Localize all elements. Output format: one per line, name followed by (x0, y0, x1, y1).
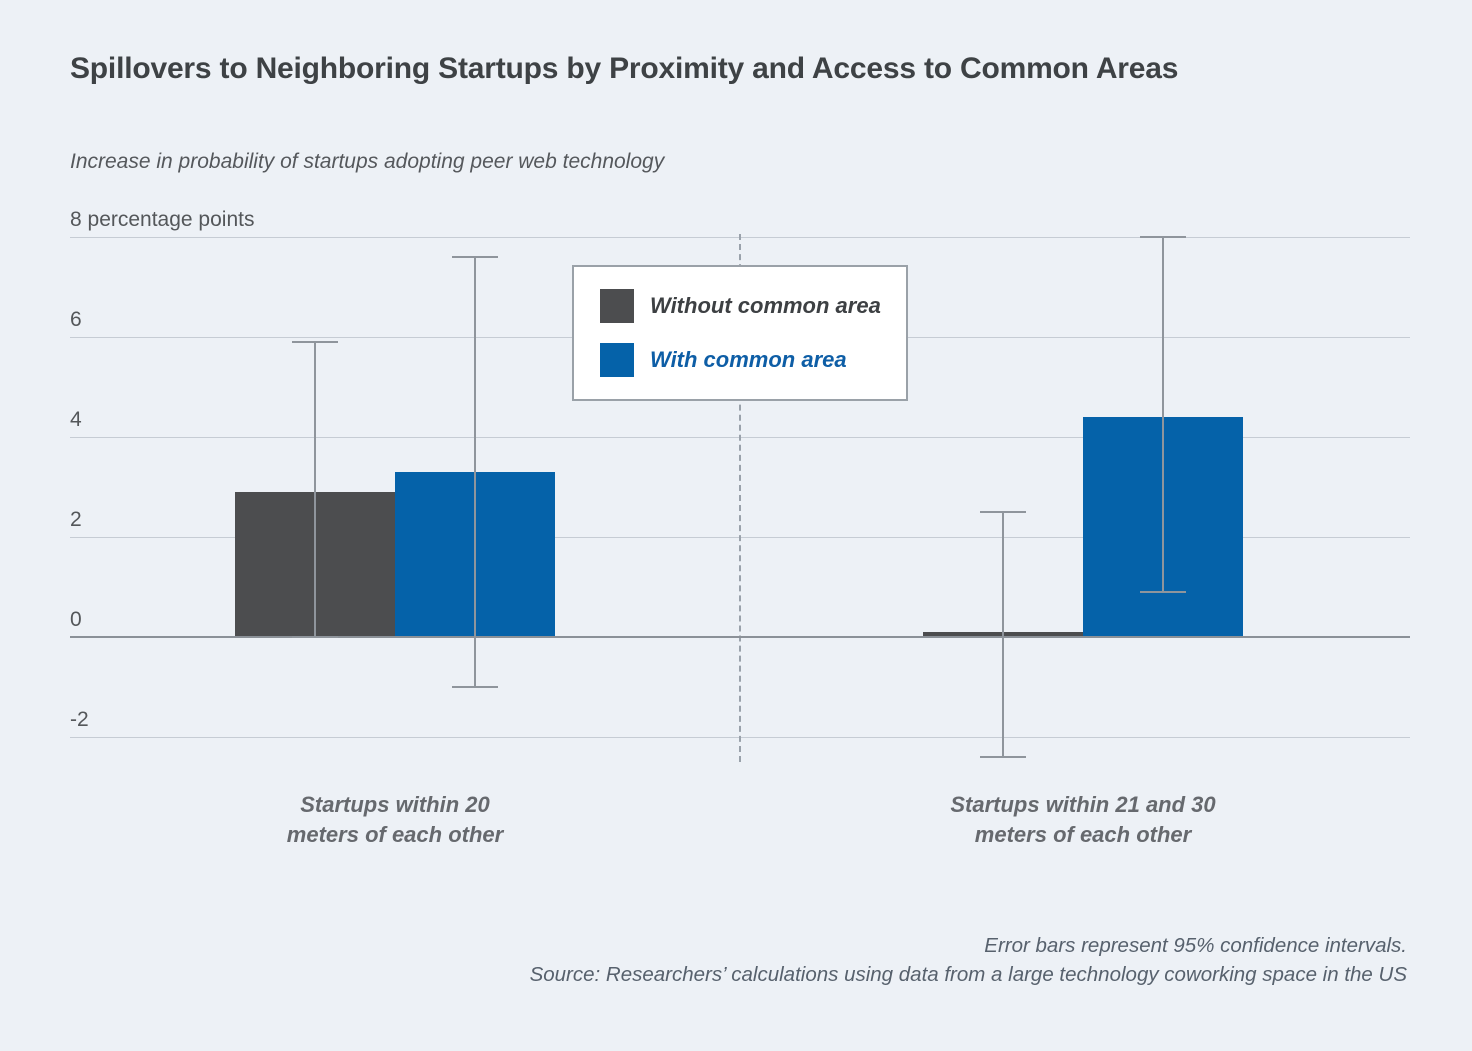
error-bar-cap-bottom-with-common-area-group2 (1140, 591, 1186, 593)
chart-subtitle: Increase in probability of startups adop… (70, 150, 665, 173)
error-bar-note: Error bars represent 95% confidence inte… (984, 934, 1407, 957)
y-tick-label-2: 2 (70, 508, 82, 531)
error-bar-line-with-common-area-group1 (474, 257, 476, 687)
source-note: Source: Researchers’ calculations using … (529, 963, 1407, 987)
error-bar-cap-top-without-common-area-group2 (980, 511, 1026, 513)
legend-swatch-with-common-area (600, 343, 634, 377)
error-bar-cap-top-with-common-area-group1 (452, 256, 498, 258)
error-bar-cap-bottom-without-common-area-group2 (980, 756, 1026, 758)
legend-label-without-common-area: Without common area (650, 293, 881, 318)
y-tick-label-0: 0 (70, 608, 82, 631)
x-axis-zero-line (70, 636, 1410, 638)
legend-item-without-common-area: Without common area (600, 289, 906, 323)
category-label-21-and-30-meters: Startups within 21 and 30 meters of each… (950, 792, 1216, 848)
error-bar-cap-top-with-common-area-group2 (1140, 236, 1186, 238)
legend-label-with-common-area: With common area (650, 347, 847, 372)
y-tick-label-8: 8 percentage points (70, 208, 255, 231)
group-divider-dashed-line (739, 234, 741, 762)
legend-item-with-common-area: With common area (600, 343, 906, 377)
footnotes: Error bars represent 95% confidence inte… (530, 931, 1407, 989)
chart-title: Spillovers to Neighboring Startups by Pr… (70, 52, 1179, 85)
legend: Without common area With common area (572, 265, 908, 401)
error-bar-line-without-common-area-group2 (1002, 512, 1004, 757)
error-bar-cap-bottom-without-common-area-group1 (292, 636, 338, 638)
error-bar-cap-top-without-common-area-group1 (292, 341, 338, 343)
y-tick-label-4: 4 (70, 408, 82, 431)
category-label-within-20-meters: Startups within 20 meters of each other (286, 792, 504, 848)
legend-swatch-without-common-area (600, 289, 634, 323)
error-bar-line-with-common-area-group2 (1162, 237, 1164, 592)
error-bar-cap-bottom-with-common-area-group1 (452, 686, 498, 688)
y-tick-label-6: 6 (70, 308, 82, 331)
error-bar-line-without-common-area-group1 (314, 342, 316, 637)
y-tick-label--2: -2 (70, 708, 89, 731)
